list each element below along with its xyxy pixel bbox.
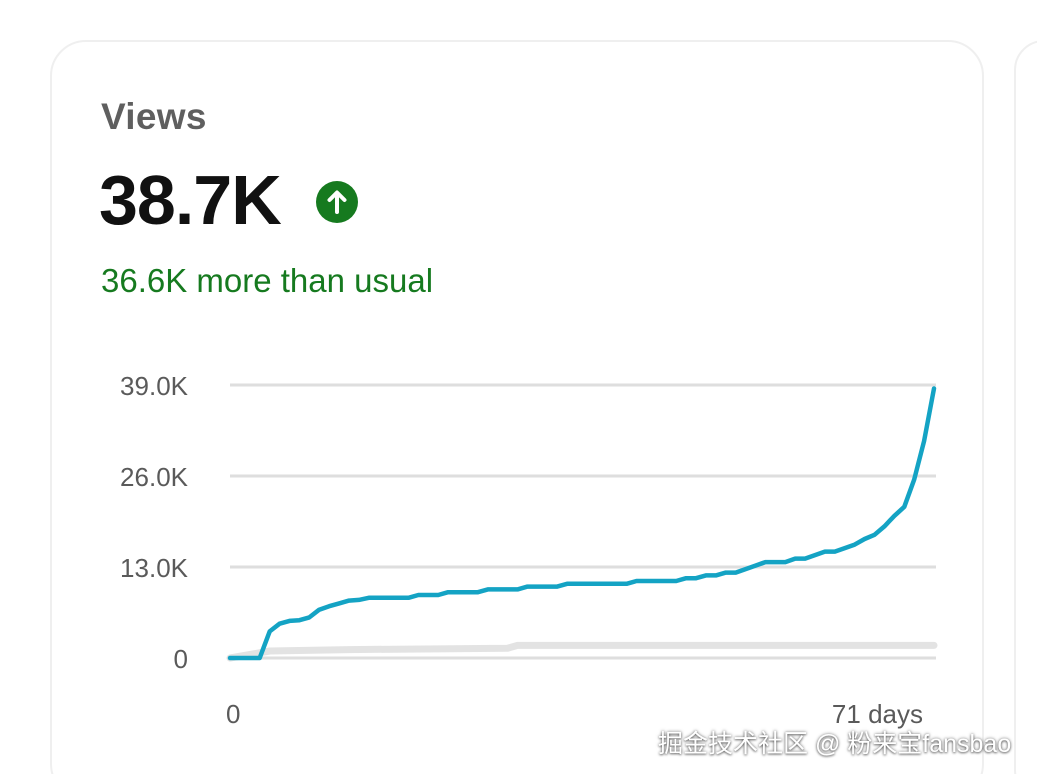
y-tick-label-2: 26.0K: [120, 462, 189, 492]
x-tick-label-0: 0: [226, 699, 240, 729]
metric-label: Views: [101, 96, 207, 137]
usual-series-line: [226, 641, 938, 662]
views-card[interactable]: [50, 40, 984, 774]
views-series-line: [227, 386, 937, 661]
y-tick-label-1: 13.0K: [120, 553, 189, 583]
y-tick-label-3: 39.0K: [120, 371, 189, 401]
metric-value: 38.7K: [99, 161, 282, 239]
y-tick-label-0: 0: [174, 644, 188, 674]
x-tick-label-1: 71 days: [832, 699, 923, 729]
arrow-up-circle-icon: [316, 181, 358, 223]
watermark-text: 掘金技术社区 @ 粉来宝fansbao: [658, 730, 1012, 758]
metric-delta-text: 36.6K more than usual: [101, 262, 434, 299]
